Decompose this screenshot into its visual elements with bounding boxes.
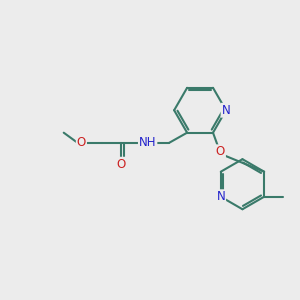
- Text: O: O: [116, 158, 126, 171]
- Text: N: N: [222, 104, 230, 117]
- Text: NH: NH: [139, 136, 156, 149]
- Text: O: O: [216, 145, 225, 158]
- Text: N: N: [216, 190, 225, 203]
- Text: O: O: [77, 136, 86, 149]
